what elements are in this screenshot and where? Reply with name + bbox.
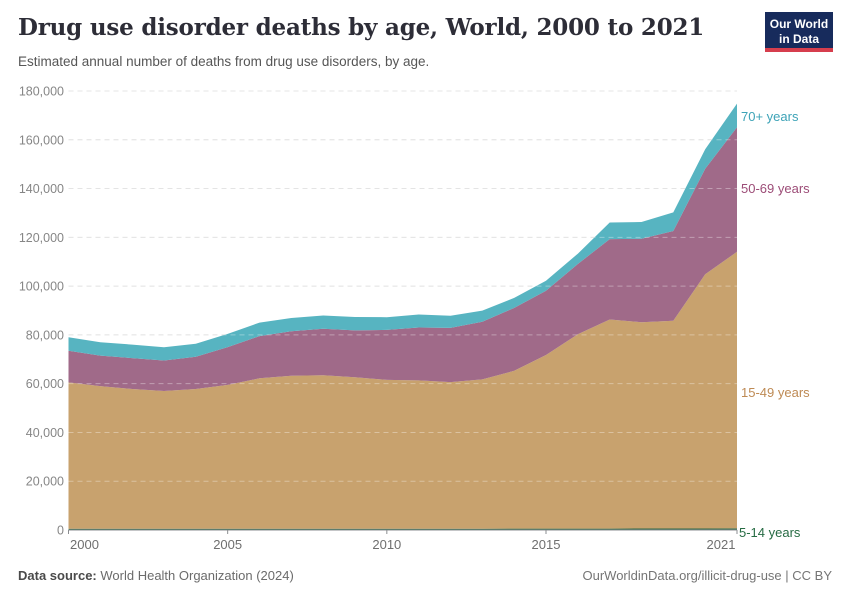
- area-70plus: [68, 103, 737, 361]
- y-tick-label: 100,000: [19, 280, 64, 294]
- owid-logo[interactable]: Our World in Data: [765, 12, 833, 52]
- x-tick-label: 2000: [70, 537, 99, 552]
- y-tick-label: 60,000: [26, 377, 64, 391]
- x-tick-label: 2005: [213, 537, 242, 552]
- x-tick-label: 2021: [707, 537, 736, 552]
- series-label-15-49: 15-49 years: [741, 385, 810, 400]
- y-tick-label: 0: [57, 524, 64, 538]
- owid-logo-line1: Our World: [769, 17, 829, 31]
- area-50-69: [68, 127, 737, 391]
- owid-logo-text: Our World in Data: [765, 17, 833, 47]
- attribution-link[interactable]: OurWorldinData.org/illicit-drug-use | CC…: [582, 568, 833, 583]
- chart-canvas[interactable]: 2000 2005 2010 2015 2021 0 20,000 40,000 60,000 8…: [0, 85, 850, 555]
- data-source-label: Data source:: [18, 568, 97, 583]
- area-15-49: [68, 251, 737, 529]
- x-tick-label: 2010: [372, 537, 401, 552]
- chart-subtitle: Estimated annual number of deaths from d…: [18, 54, 430, 69]
- y-tick-label: 120,000: [19, 231, 64, 245]
- owid-logo-line2: in Data: [778, 32, 819, 46]
- page-title: Drug use disorder deaths by age, World, …: [18, 14, 705, 41]
- y-tick-label: 180,000: [19, 85, 64, 99]
- y-tick-label: 160,000: [19, 133, 64, 147]
- data-source: Data source: World Health Organization (…: [18, 568, 294, 583]
- data-source-value: World Health Organization (2024): [100, 568, 294, 583]
- x-tick-label: 2015: [532, 537, 561, 552]
- y-tick-label: 20,000: [26, 475, 64, 489]
- series-label-70plus: 70+ years: [741, 109, 799, 124]
- y-tick-label: 80,000: [26, 328, 64, 342]
- y-tick-label: 140,000: [19, 182, 64, 196]
- series-label-5-14: 5-14 years: [739, 525, 801, 540]
- owid-logo-red-bar: [765, 48, 833, 52]
- y-tick-label: 40,000: [26, 426, 64, 440]
- series-label-50-69: 50-69 years: [741, 181, 810, 196]
